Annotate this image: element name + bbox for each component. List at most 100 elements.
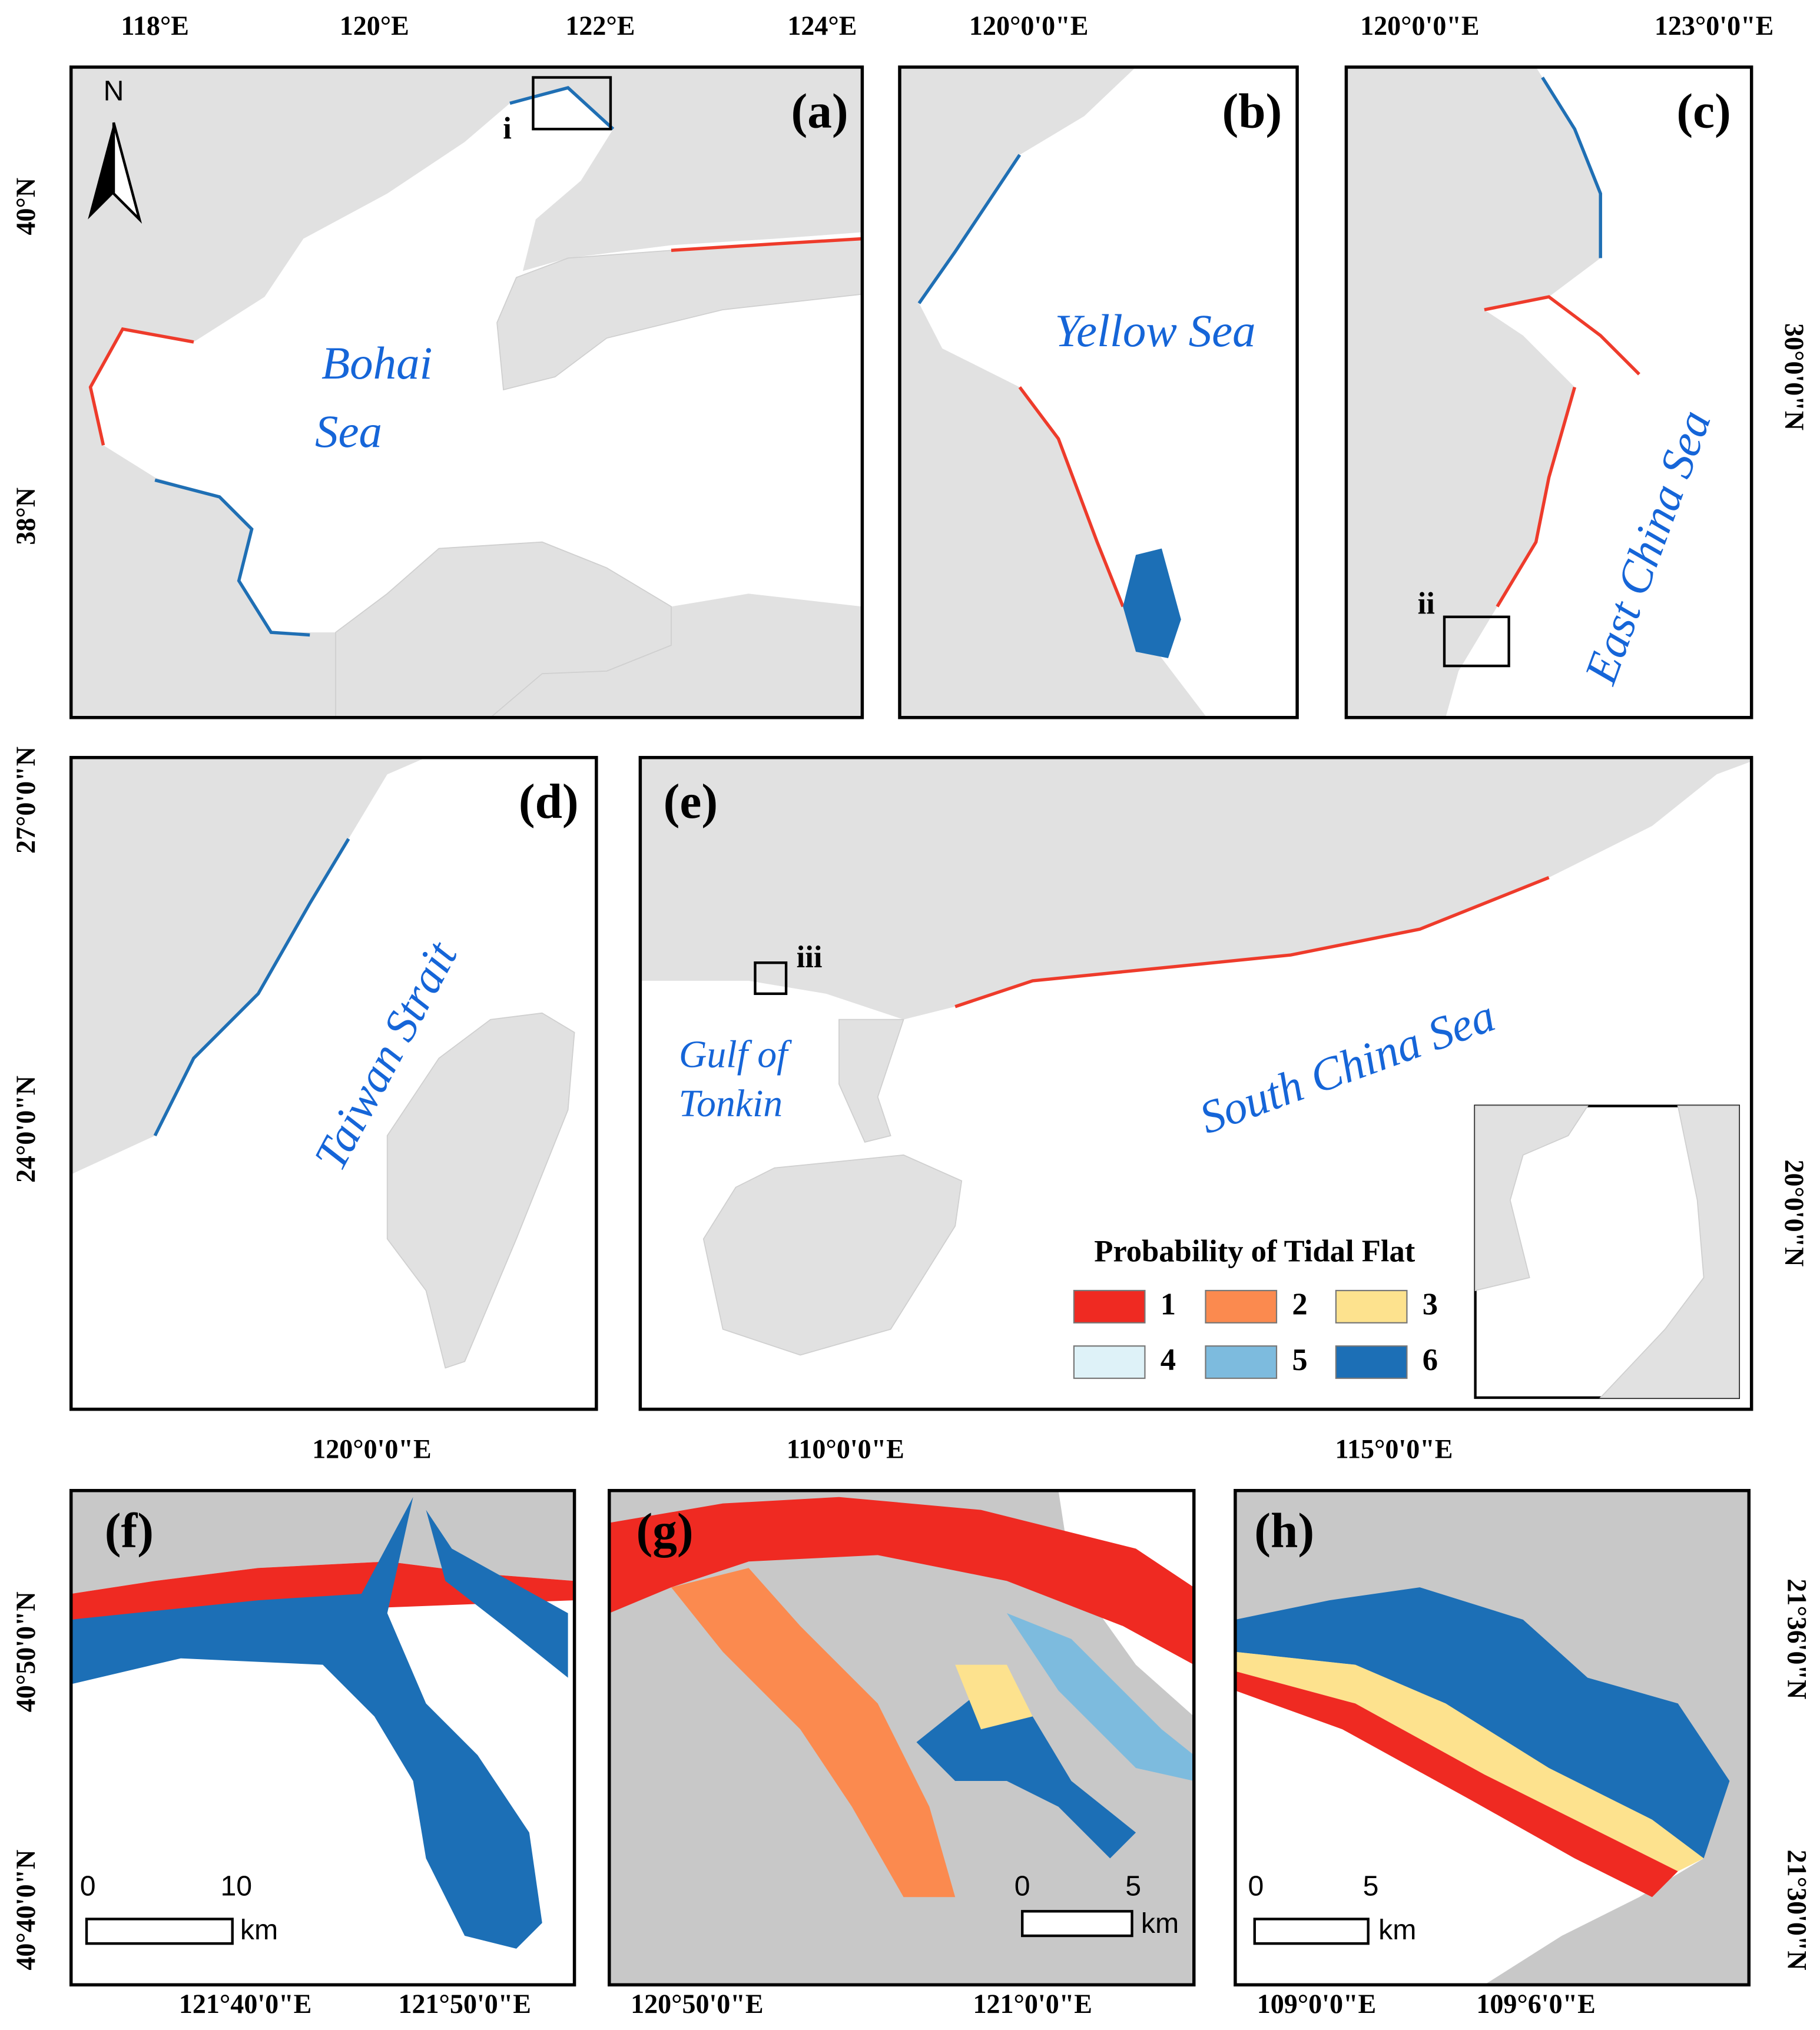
y-tick-label: 24°0'0"N: [11, 1076, 41, 1183]
panel-h: 0 5 km (h) 21°36'0"N 21°30'0"N 109°0'0"E…: [1234, 1489, 1812, 2019]
panel-frame: [898, 65, 1299, 719]
scale-label: 0: [1248, 1870, 1264, 1902]
panel-frame: [1344, 65, 1753, 719]
land: [1474, 1105, 1589, 1292]
panel-label: (c): [1676, 84, 1731, 138]
legend-swatch: [1335, 1289, 1408, 1324]
panel-frame: [1234, 1489, 1751, 1987]
x-tick-label: 120°0'0"E: [312, 1434, 431, 1464]
sea-name: Bohai: [321, 338, 432, 389]
y-tick-label: 21°30'0"N: [1782, 1850, 1812, 1971]
coastline: [917, 154, 1022, 304]
coastline: [671, 237, 863, 252]
inset-box-label: ii: [1418, 586, 1435, 621]
tidal-flat: [426, 1510, 568, 1678]
panel-frame: [608, 1489, 1196, 1987]
panel-frame: [69, 755, 598, 1411]
x-tick-label: 120°50'0"E: [631, 1989, 763, 2019]
sea: [90, 88, 863, 633]
y-tick-label: 21°36'0"N: [1782, 1578, 1812, 1699]
tidal-flat: [1006, 1613, 1194, 1781]
legend-label: 5: [1292, 1343, 1307, 1377]
scale-label: 5: [1363, 1870, 1379, 1902]
coastline: [1484, 295, 1640, 376]
panel-label: (e): [664, 775, 718, 829]
y-tick-label: 20°0'0"N: [1779, 1159, 1809, 1266]
legend-label: 6: [1423, 1343, 1438, 1377]
legend-title: Probability of Tidal Flat: [1094, 1235, 1415, 1269]
coastline: [88, 327, 194, 446]
x-tick-label: 123°0'0"E: [1655, 11, 1773, 41]
x-tick-label: 110°0'0"E: [787, 1434, 904, 1464]
inset-box: [1443, 615, 1510, 668]
land: [1599, 1105, 1739, 1398]
x-tick-label: 109°6'0"E: [1476, 1989, 1595, 2019]
coastline: [509, 86, 615, 131]
sea: [1235, 1664, 1704, 1985]
north-label: N: [104, 75, 124, 107]
x-tick-label: 120°0'0"E: [1360, 11, 1479, 41]
panel-frame: [69, 65, 864, 719]
coastline: [1541, 77, 1602, 258]
panel-label: (g): [636, 1504, 693, 1558]
north-arrow: [88, 122, 114, 220]
gulf-name: Gulf of: [679, 1033, 792, 1076]
sea-name: Sea: [315, 406, 382, 457]
legend-swatch: [1205, 1289, 1278, 1324]
legend-swatch: [1073, 1345, 1146, 1379]
land: [496, 238, 863, 391]
scale-unit: km: [1378, 1914, 1416, 1946]
legend-label: 1: [1161, 1288, 1176, 1322]
land: [335, 541, 672, 718]
x-tick-label: 118°E: [121, 11, 189, 41]
x-tick-label: 109°0'0"E: [1257, 1989, 1376, 2019]
inset-box: [754, 961, 788, 996]
land: [702, 1154, 963, 1356]
gulf-name: Tonkin: [679, 1082, 783, 1125]
panel-frame: [69, 1489, 576, 1987]
inset-box-label: iii: [797, 940, 823, 974]
panel-label: (h): [1254, 1504, 1314, 1558]
coastline: [1018, 386, 1125, 608]
panel-a: 118°E 120°E 122°E 124°E 40°N 38°N (a) Bo…: [11, 11, 864, 719]
inset-box-label: i: [503, 112, 512, 146]
panel-b: 120°0'0"E (b) Yellow Sea: [898, 11, 1299, 719]
scale-bar: [85, 1918, 234, 1945]
sea: [1446, 67, 1752, 718]
panel-d: 27°0'0"N 24°0'0"N 120°0'0"E (d) Taiwan S…: [11, 747, 598, 1464]
tidal-flat: [1235, 1587, 1730, 1859]
legend-label: 2: [1292, 1288, 1307, 1322]
x-tick-label: 121°40'0"E: [179, 1989, 311, 2019]
coastline: [1496, 386, 1577, 608]
sea-name: Yellow Sea: [1055, 306, 1255, 357]
sea: [919, 67, 1298, 718]
tidal-flat: [71, 1497, 542, 1949]
y-tick-label: 40°N: [11, 178, 41, 235]
land: [386, 1012, 575, 1369]
panel-label: (d): [519, 775, 579, 829]
scale-unit: km: [240, 1914, 278, 1946]
tidal-flat: [1235, 1671, 1678, 1898]
tidal-flat: [955, 1664, 1033, 1730]
y-tick-label: 27°0'0"N: [11, 747, 41, 854]
x-tick-label: 121°50'0"E: [399, 1989, 531, 2019]
x-tick-label: 124°E: [787, 11, 857, 41]
x-tick-label: 122°E: [565, 11, 635, 41]
scale-bar: [1253, 1918, 1370, 1945]
x-tick-label: 115°0'0"E: [1335, 1434, 1453, 1464]
legend-label: 4: [1161, 1343, 1176, 1377]
panel-label: (f): [105, 1504, 154, 1558]
panel-label: (b): [1222, 84, 1282, 138]
coastline: [153, 838, 350, 1137]
scale-label: 5: [1125, 1870, 1141, 1902]
y-tick-label: 40°40'0"N: [11, 1850, 41, 1971]
panel-g: 0 5 km (g) 120°50'0"E 121°0'0"E: [608, 1489, 1196, 2019]
legend-swatch: [1073, 1289, 1146, 1324]
y-tick-label: 40°50'0"N: [11, 1591, 41, 1712]
x-tick-label: 120°0'0"E: [969, 11, 1088, 41]
panel-e: 110°0'0"E 115°0'0"E 20°0'0"N (e) iii Gul…: [638, 755, 1809, 1464]
panel-c: 120°0'0"E 123°0'0"E 30°0'0"N (c) East Ch…: [1344, 11, 1809, 719]
legend-swatch: [1335, 1345, 1408, 1379]
